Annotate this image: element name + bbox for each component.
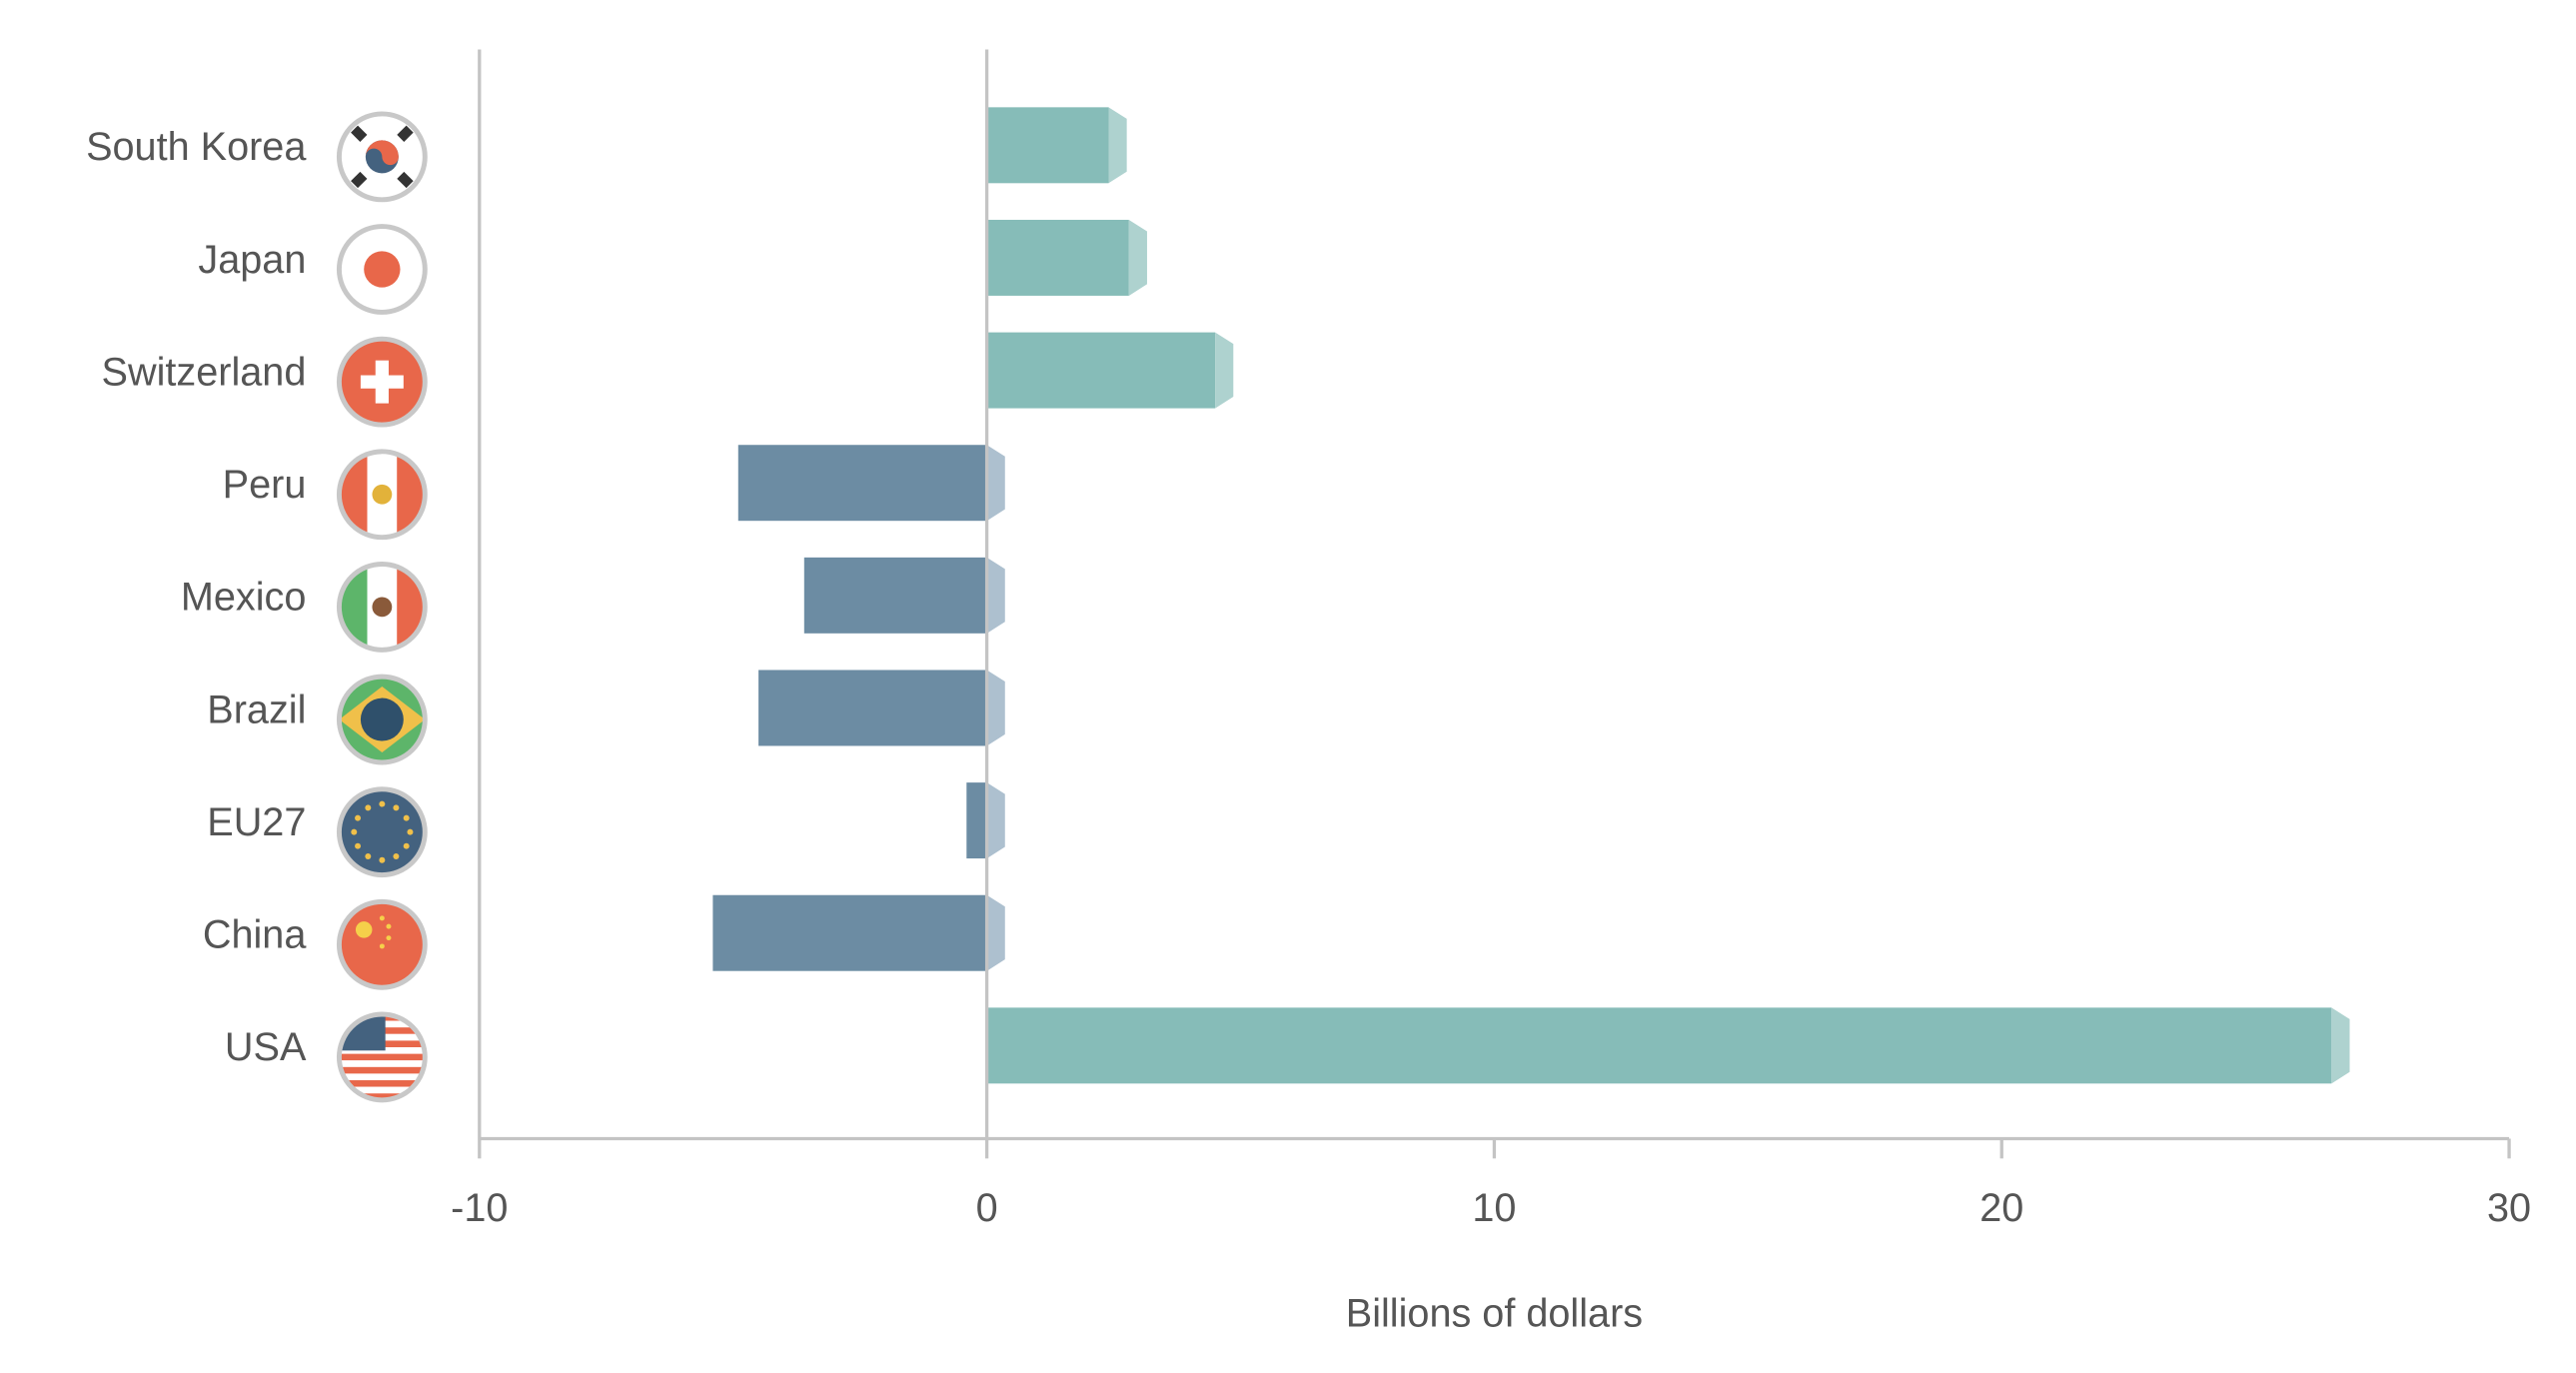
bar <box>737 445 987 522</box>
usa-flag-icon <box>336 1011 428 1103</box>
bar <box>758 670 987 746</box>
south-korea-flag-icon <box>336 111 428 203</box>
bar-cap <box>986 445 1005 522</box>
bar-cap <box>1215 332 1234 409</box>
bar <box>986 107 1109 184</box>
x-tick-label: -10 <box>451 1186 508 1230</box>
bar <box>986 332 1216 409</box>
category-label: Brazil <box>207 687 306 731</box>
eu-flag-icon <box>336 786 428 878</box>
peru-flag-icon <box>336 449 428 541</box>
category-label: USA <box>225 1025 307 1069</box>
bar-cap <box>986 670 1005 746</box>
category-label: Japan <box>198 238 306 282</box>
category-label: Mexico <box>181 576 307 620</box>
japan-flag-icon <box>336 224 428 315</box>
switzerland-flag-icon <box>336 336 428 428</box>
brazil-flag-icon <box>336 674 428 765</box>
category-label: EU27 <box>207 800 306 844</box>
mexico-flag-icon <box>336 561 428 653</box>
category-label: Peru <box>223 463 307 507</box>
china-flag-icon <box>336 898 428 990</box>
bar <box>803 557 987 634</box>
x-tick-label: 10 <box>1472 1186 1516 1230</box>
bar <box>966 782 987 859</box>
x-tick-label: 0 <box>976 1186 998 1230</box>
bar-cap <box>986 782 1005 859</box>
bar <box>712 894 987 971</box>
x-tick-label: 20 <box>1979 1186 2023 1230</box>
category-label: China <box>203 913 307 957</box>
bar-cap <box>1108 107 1127 184</box>
x-tick-label: 30 <box>2487 1186 2531 1230</box>
bar-cap <box>986 894 1005 971</box>
category-label: South Korea <box>86 125 307 169</box>
bar <box>986 1007 2332 1084</box>
x-axis-label: Billions of dollars <box>1346 1292 1643 1336</box>
bar-cap <box>2331 1007 2350 1084</box>
bar-cap <box>1128 219 1147 296</box>
bar-cap <box>986 557 1005 634</box>
category-label: Switzerland <box>102 350 307 394</box>
bar <box>986 219 1129 296</box>
